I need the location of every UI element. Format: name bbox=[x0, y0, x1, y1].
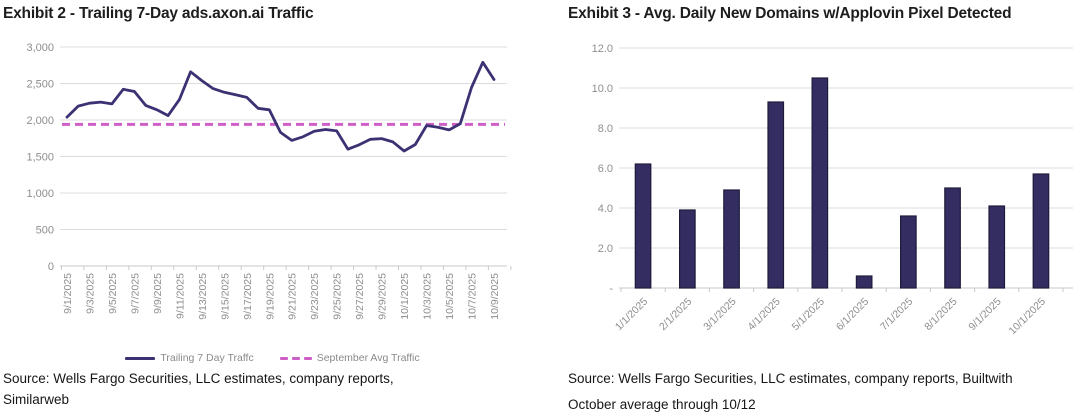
x-axis-tick-label: 10/1/2025 bbox=[399, 273, 411, 320]
exhibit2-source: Source: Wells Fargo Securities, LLC esti… bbox=[3, 368, 433, 410]
y-axis-tick-label: 0 bbox=[48, 261, 54, 273]
x-axis-tick-label: 9/27/2025 bbox=[354, 273, 366, 320]
exhibit2-title: Exhibit 2 - Trailing 7-Day ads.axon.ai T… bbox=[3, 5, 314, 22]
x-axis-tick-label: 4/1/2025 bbox=[745, 296, 782, 333]
x-axis-tick-label: 9/19/2025 bbox=[264, 273, 276, 320]
y-axis-tick-label: 1,000 bbox=[26, 188, 54, 200]
x-axis-tick-label: 2/1/2025 bbox=[657, 296, 694, 333]
legend-label-september-avg: September Avg Traffic bbox=[316, 352, 420, 364]
exhibit3-source-line2: October average through 10/12 bbox=[568, 397, 756, 412]
legend-item-september-avg: September Avg Traffic bbox=[279, 352, 420, 364]
x-axis-tick-label: 9/9/2025 bbox=[152, 273, 164, 314]
exhibit3-source: Source: Wells Fargo Securities, LLC esti… bbox=[568, 366, 1078, 416]
bar-7/1/2025 bbox=[900, 215, 917, 289]
x-axis-tick-label: 10/3/2025 bbox=[422, 273, 434, 320]
y-axis-tick-label: 6.0 bbox=[598, 163, 613, 175]
x-axis-tick-label: 10/9/2025 bbox=[489, 273, 501, 320]
x-axis-tick-label: 9/15/2025 bbox=[219, 273, 231, 320]
x-axis-tick-label: 6/1/2025 bbox=[834, 296, 871, 333]
y-axis-tick-label: 2,500 bbox=[26, 79, 54, 91]
trailing-line-swatch-icon bbox=[125, 356, 156, 360]
x-axis-tick-label: 1/1/2025 bbox=[613, 296, 650, 333]
bar-5/1/2025 bbox=[811, 77, 829, 289]
bar-3/1/2025 bbox=[723, 189, 740, 289]
y-axis-tick-label: - bbox=[609, 283, 613, 295]
y-axis-tick-label: 3,000 bbox=[26, 42, 54, 54]
bar-8/1/2025 bbox=[944, 187, 961, 289]
x-axis-tick-label: 9/1/2025 bbox=[966, 296, 1003, 333]
bar-10/1/2025 bbox=[1032, 173, 1050, 289]
x-axis-tick-label: 9/17/2025 bbox=[242, 273, 254, 320]
exhibit3-source-line1: Source: Wells Fargo Securities, LLC esti… bbox=[568, 371, 1013, 386]
bar-2/1/2025 bbox=[678, 209, 696, 289]
y-axis-tick-label: 500 bbox=[36, 225, 54, 237]
exhibit3-panel: Exhibit 3 - Avg. Daily New Domains w/App… bbox=[555, 0, 1080, 416]
y-axis-tick-label: 8.0 bbox=[598, 123, 613, 135]
x-axis-tick-label: 9/21/2025 bbox=[287, 273, 299, 320]
trailing-traffic-line bbox=[65, 60, 496, 153]
exhibit3-title: Exhibit 3 - Avg. Daily New Domains w/App… bbox=[568, 5, 1012, 22]
y-axis-tick-label: 4.0 bbox=[598, 203, 613, 215]
x-axis-tick-label: 3/1/2025 bbox=[701, 296, 738, 333]
bar-4/1/2025 bbox=[767, 101, 785, 289]
y-axis-tick-label: 12.0 bbox=[592, 43, 613, 55]
x-axis-tick-label: 9/5/2025 bbox=[107, 273, 119, 314]
x-axis-tick-label: 10/1/2025 bbox=[1007, 296, 1049, 338]
x-axis-tick-label: 8/1/2025 bbox=[922, 296, 959, 333]
bar-6/1/2025 bbox=[855, 275, 873, 289]
x-axis-tick-label: 9/13/2025 bbox=[197, 273, 209, 320]
x-axis-tick-label: 9/29/2025 bbox=[377, 273, 389, 320]
x-axis-tick-label: 7/1/2025 bbox=[878, 296, 915, 333]
exhibit2-line-chart: 0 500 1,000 1,500 2,000 2,500 3,000 9/1/2025 9/3… bbox=[26, 42, 512, 320]
y-axis-tick-label: 2,000 bbox=[26, 115, 54, 127]
exhibit2-source-line1: Source: Wells Fargo Securities, LLC esti… bbox=[3, 371, 394, 386]
x-axis-tick-label: 10/5/2025 bbox=[444, 273, 456, 320]
x-axis-tick-label: 9/3/2025 bbox=[84, 273, 96, 314]
exhibit2-source-line2: Similarweb bbox=[3, 392, 70, 407]
x-axis-tick-label: 5/1/2025 bbox=[790, 296, 827, 333]
x-axis-tick-label: 9/7/2025 bbox=[129, 273, 141, 314]
y-axis-tick-label: 2.0 bbox=[598, 243, 613, 255]
legend-item-trailing: Trailing 7 Day Traffc bbox=[125, 352, 254, 364]
legend-label-trailing: Trailing 7 Day Traffc bbox=[160, 352, 254, 364]
y-axis-tick-label: 10.0 bbox=[592, 83, 613, 95]
exhibit2-legend: Trailing 7 Day Traffc September Avg Traf… bbox=[0, 352, 545, 364]
x-axis-tick-label: 9/11/2025 bbox=[174, 273, 186, 319]
exhibit2-panel: Exhibit 2 - Trailing 7-Day ads.axon.ai T… bbox=[0, 5, 545, 410]
x-axis-tick-label: 9/23/2025 bbox=[309, 273, 321, 320]
bar-9/1/2025 bbox=[988, 205, 1006, 289]
bar-1/1/2025 bbox=[634, 163, 652, 289]
x-axis-tick-label: 9/25/2025 bbox=[332, 273, 344, 320]
september-avg-dash-swatch-icon bbox=[279, 356, 312, 360]
x-axis-tick-label: 10/7/2025 bbox=[467, 273, 479, 320]
x-axis-tick-label: 9/1/2025 bbox=[62, 273, 74, 314]
exhibit3-bar-chart: - 2.0 4.0 6.0 8.0 10.0 12.0 1/1/2025 2/1/2025 3/1… bbox=[592, 43, 1073, 338]
y-axis-tick-label: 1,500 bbox=[26, 152, 54, 164]
